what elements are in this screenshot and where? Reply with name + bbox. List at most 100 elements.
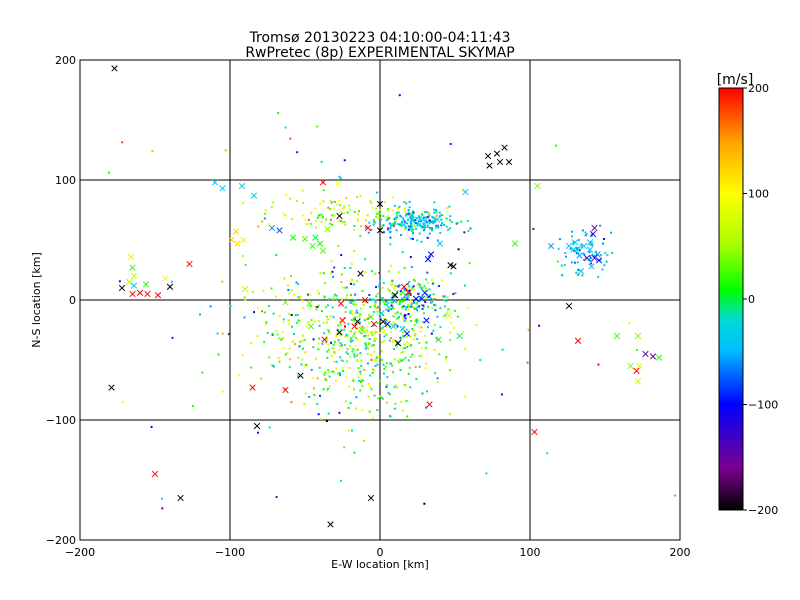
- data-point-dot: [394, 220, 397, 223]
- data-point-dot: [353, 228, 356, 231]
- data-point-dot: [359, 321, 362, 324]
- data-point-dot: [371, 344, 374, 347]
- data-point-dot: [161, 497, 164, 500]
- data-point-cross: [276, 227, 283, 234]
- data-point-dot: [397, 211, 400, 214]
- data-point-dot: [418, 216, 421, 219]
- data-point-dot: [409, 299, 412, 302]
- data-point-dot: [326, 350, 329, 353]
- data-point-cross: [450, 263, 457, 270]
- data-point-dot: [393, 218, 396, 221]
- data-point-dot: [435, 209, 438, 212]
- data-point-dot: [352, 388, 355, 391]
- data-point-dot: [449, 331, 452, 334]
- data-point-dot: [408, 288, 411, 291]
- data-point-dot: [394, 358, 397, 361]
- data-point-dot: [393, 299, 396, 302]
- data-point-dot: [572, 241, 575, 244]
- data-point-dot: [333, 200, 336, 203]
- data-point-dot: [367, 334, 370, 337]
- data-point-dot: [327, 369, 330, 372]
- data-point-dot: [346, 334, 349, 337]
- data-point-dot: [387, 215, 390, 218]
- data-point-dot: [449, 272, 452, 275]
- data-point-dot: [409, 237, 412, 240]
- data-point-dot: [448, 219, 451, 222]
- data-point-dot: [409, 292, 412, 295]
- data-point-dot: [412, 210, 415, 213]
- data-point-dot: [431, 278, 434, 281]
- data-point-dot: [390, 337, 393, 340]
- data-point-dot: [365, 219, 368, 222]
- data-point-dot: [406, 298, 409, 301]
- data-point-dot: [379, 279, 382, 282]
- data-point-dot: [309, 222, 312, 225]
- data-point-dot: [440, 224, 443, 227]
- data-point-cross: [586, 246, 594, 253]
- data-point-dot: [438, 285, 441, 288]
- data-point-dot: [394, 284, 397, 287]
- data-point-dot: [414, 222, 417, 225]
- data-point-dot: [387, 227, 390, 230]
- data-point-dot: [422, 312, 425, 315]
- data-point-dot: [404, 317, 407, 320]
- data-point-dot: [243, 316, 246, 319]
- data-point-dot: [308, 293, 311, 296]
- plot-area: −200 −100 0 100 200 −200 −100 0 100 200: [46, 54, 691, 559]
- data-point-dot: [336, 332, 339, 335]
- data-point-dot: [418, 305, 421, 308]
- data-point-dot: [299, 340, 302, 343]
- data-point-dot: [301, 339, 304, 342]
- data-point-dot: [394, 217, 397, 220]
- data-point-dot: [375, 356, 378, 359]
- data-point-dot: [378, 285, 381, 288]
- data-point-dot: [343, 446, 346, 449]
- data-point-dot: [413, 338, 416, 341]
- data-point-dot: [327, 412, 330, 415]
- data-point-dot: [378, 379, 381, 382]
- data-point-dot: [394, 386, 397, 389]
- data-point-dot: [257, 225, 260, 228]
- data-point-dot: [347, 204, 350, 207]
- data-point-dot: [391, 209, 394, 212]
- data-point-dot: [291, 325, 294, 328]
- data-point-dot: [437, 226, 440, 229]
- data-point-dot: [445, 217, 448, 220]
- data-point-dot: [434, 304, 437, 307]
- data-point-dot: [416, 216, 419, 219]
- data-point-dot: [341, 366, 344, 369]
- data-point-dot: [564, 255, 567, 258]
- data-point-dot: [241, 255, 244, 258]
- data-point-dot: [312, 346, 315, 349]
- data-point-dot: [395, 345, 398, 348]
- data-point-dot: [286, 352, 289, 355]
- data-point-dot: [370, 358, 373, 361]
- data-point-dot: [422, 304, 425, 307]
- data-point-dot: [440, 218, 443, 221]
- data-point-cross: [433, 216, 441, 223]
- data-point-dot: [326, 304, 329, 307]
- data-point-cross: [367, 494, 375, 502]
- data-point-dot: [373, 338, 376, 341]
- data-point-dot: [432, 222, 435, 225]
- data-point-dot: [332, 347, 335, 350]
- data-point-dot: [443, 299, 446, 302]
- data-point-cross: [379, 318, 387, 325]
- data-point-cross: [435, 336, 442, 343]
- data-point-cross: [142, 281, 150, 288]
- data-point-dot: [413, 288, 416, 291]
- data-point-dot: [276, 333, 279, 336]
- data-point-dot: [324, 341, 327, 344]
- data-point-dot: [574, 249, 577, 252]
- data-point-dot: [555, 144, 558, 147]
- data-point-cross: [565, 242, 573, 250]
- data-point-dot: [312, 387, 315, 390]
- data-point-dot: [371, 333, 374, 336]
- data-point-dot: [339, 177, 342, 180]
- data-point-dot: [409, 213, 412, 216]
- data-point-dot: [319, 271, 322, 274]
- data-point-dot: [355, 336, 358, 339]
- data-point-dot: [449, 321, 452, 324]
- data-point-dot: [430, 332, 433, 335]
- data-point-dot: [353, 332, 356, 335]
